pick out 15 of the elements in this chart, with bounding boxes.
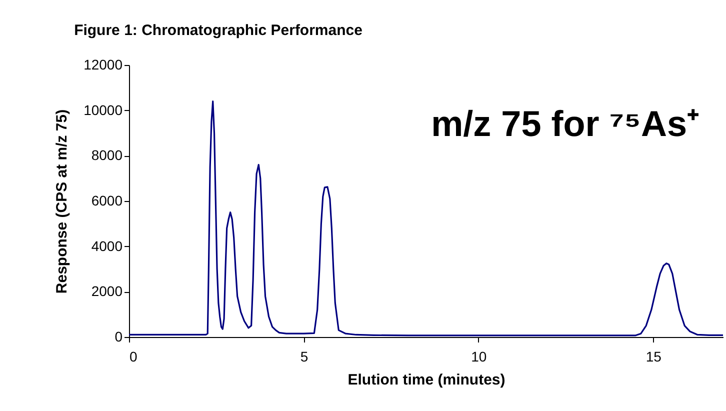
x-tick-label: 0	[130, 348, 138, 364]
chart-title: Figure 1: Chromatographic Performance	[74, 22, 362, 39]
annotation: m/z 75 for ⁷⁵As⁺	[431, 103, 699, 144]
y-axis-title: Response (CPS at m/z 75)	[54, 109, 71, 294]
y-tick-label: 2000	[91, 283, 123, 300]
y-tick-label: 8000	[91, 147, 123, 164]
x-tick-label: 15	[646, 348, 662, 364]
x-tick-label: 10	[471, 348, 487, 364]
y-tick-label: 10000	[84, 102, 123, 118]
y-tick-label: 6000	[91, 192, 123, 208]
x-tick-label: 5	[300, 348, 308, 364]
x-axis-title: Elution time (minutes)	[348, 372, 506, 388]
y-tick-label: 0	[114, 328, 123, 344]
y-tick-label: 12000	[84, 56, 123, 72]
y-tick-label: 4000	[91, 238, 123, 254]
